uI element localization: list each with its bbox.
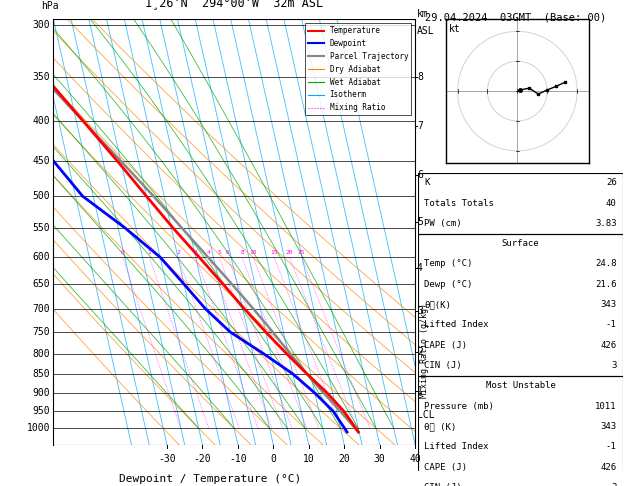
Text: 6: 6 [226,250,230,255]
Text: 24.8: 24.8 [595,260,616,268]
Text: 40: 40 [606,198,616,208]
Text: 5: 5 [417,217,423,227]
Text: CIN (J): CIN (J) [425,483,462,486]
Text: 750: 750 [32,327,50,337]
Text: K: K [425,178,430,187]
Text: Most Unstable: Most Unstable [486,382,555,390]
Text: km: km [417,9,428,19]
Text: 1: 1 [417,386,423,396]
Text: 2: 2 [176,250,180,255]
Text: 3: 3 [194,250,198,255]
Text: hPa: hPa [41,1,58,11]
Text: 600: 600 [32,252,50,262]
Text: 400: 400 [32,117,50,126]
Text: 426: 426 [601,463,616,472]
Text: 550: 550 [32,223,50,233]
Text: Dewpoint / Temperature (°C): Dewpoint / Temperature (°C) [120,474,301,485]
Text: 10: 10 [250,250,257,255]
Text: 450: 450 [32,156,50,166]
Text: θᴇ (K): θᴇ (K) [425,422,457,431]
Text: 20: 20 [338,454,350,464]
Text: 26: 26 [606,178,616,187]
Text: 343: 343 [601,422,616,431]
Bar [418,173,623,233]
Text: 950: 950 [32,406,50,416]
Text: 650: 650 [32,279,50,289]
Text: 4: 4 [417,263,423,273]
Text: 1¸26'N  294°00'W  32m ASL: 1¸26'N 294°00'W 32m ASL [145,0,323,9]
Text: -20: -20 [194,454,211,464]
Text: 6: 6 [417,171,423,180]
Text: CAPE (J): CAPE (J) [425,341,467,350]
Text: 3.83: 3.83 [595,219,616,228]
Text: -1: -1 [606,442,616,451]
Text: 8: 8 [240,250,244,255]
Text: Pressure (mb): Pressure (mb) [425,402,494,411]
Text: 25: 25 [298,250,305,255]
Text: 2: 2 [417,347,423,357]
Text: 10: 10 [303,454,314,464]
Text: 1000: 1000 [26,423,50,434]
Text: 20: 20 [286,250,293,255]
Text: 0: 0 [121,250,125,255]
Text: Lifted Index: Lifted Index [425,320,489,330]
Text: CIN (J): CIN (J) [425,361,462,370]
Text: 850: 850 [32,369,50,379]
Bar [418,376,623,486]
Text: 426: 426 [601,341,616,350]
Text: 1: 1 [147,250,151,255]
Text: Dewp (°C): Dewp (°C) [425,280,473,289]
Text: θᴇ(K): θᴇ(K) [425,300,451,309]
Text: LCL: LCL [417,410,435,420]
Text: 15: 15 [270,250,278,255]
Text: kt: kt [448,24,460,34]
Text: PW (cm): PW (cm) [425,219,462,228]
Text: -1: -1 [606,320,616,330]
Text: 21.6: 21.6 [595,280,616,289]
Text: CAPE (J): CAPE (J) [425,463,467,472]
Text: 3: 3 [417,306,423,316]
Text: 300: 300 [32,20,50,30]
Text: 350: 350 [32,72,50,82]
Text: ASL: ASL [417,26,435,36]
Text: 500: 500 [32,191,50,201]
Text: 7: 7 [417,121,423,131]
Text: 3: 3 [611,483,616,486]
Text: 0: 0 [270,454,276,464]
Text: 343: 343 [601,300,616,309]
Text: -30: -30 [158,454,175,464]
Text: 29.04.2024  03GMT  (Base: 00): 29.04.2024 03GMT (Base: 00) [425,12,606,22]
Text: Totals Totals: Totals Totals [425,198,494,208]
Text: Mixing Ratio (g/kg): Mixing Ratio (g/kg) [420,303,430,399]
Text: Surface: Surface [502,239,539,248]
Text: 8: 8 [417,72,423,82]
Text: 700: 700 [32,304,50,314]
Text: 3: 3 [611,361,616,370]
Text: 40: 40 [409,454,421,464]
Text: -10: -10 [229,454,247,464]
Text: 800: 800 [32,348,50,359]
Text: 900: 900 [32,388,50,398]
Legend: Temperature, Dewpoint, Parcel Trajectory, Dry Adiabat, Wet Adiabat, Isotherm, Mi: Temperature, Dewpoint, Parcel Trajectory… [305,23,411,115]
Text: 4: 4 [207,250,211,255]
Text: Temp (°C): Temp (°C) [425,260,473,268]
Text: Lifted Index: Lifted Index [425,442,489,451]
Text: 1011: 1011 [595,402,616,411]
Text: 5: 5 [218,250,221,255]
Bar [418,233,623,376]
Text: 30: 30 [374,454,386,464]
